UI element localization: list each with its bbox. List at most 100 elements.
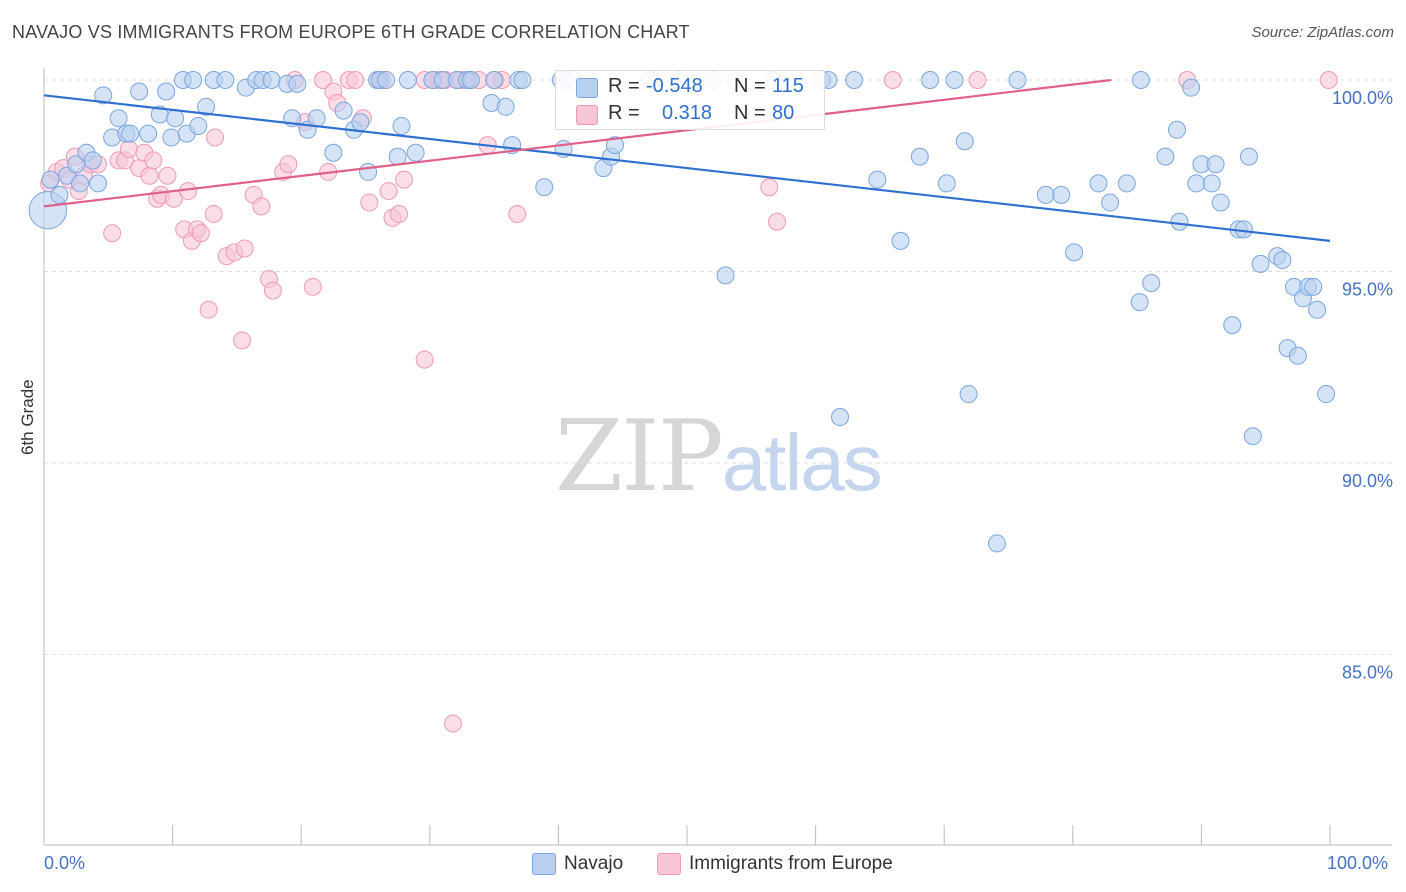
navajo-point: [945, 71, 964, 89]
navajo-point: [398, 71, 417, 89]
europe-point: [379, 182, 398, 201]
navajo-point: [307, 109, 326, 128]
navajo-point: [377, 71, 396, 89]
legend-n-label: N =: [734, 102, 766, 124]
europe-point: [968, 71, 987, 89]
europe-points: [40, 71, 1338, 733]
navajo-point: [184, 71, 203, 89]
navajo-point: [406, 143, 425, 162]
navajo-point: [1131, 71, 1150, 89]
navajo-point: [83, 151, 102, 170]
europe-point: [360, 193, 379, 212]
legend-n-value: 115: [772, 75, 804, 97]
navajo-point: [831, 408, 850, 427]
series-swatch-navajo: [532, 853, 556, 875]
navajo-point: [496, 97, 515, 116]
legend-swatch-navajo: [576, 78, 598, 98]
europe-point: [119, 139, 138, 158]
legend-n-value: 80: [772, 102, 795, 124]
navajo-point: [351, 113, 370, 132]
europe-point: [140, 166, 159, 185]
europe-point: [443, 714, 462, 733]
navajo-point: [1273, 251, 1292, 270]
europe-point: [415, 350, 434, 369]
navajo-point: [1317, 385, 1336, 404]
navajo-point: [1308, 300, 1327, 319]
navajo-point: [955, 132, 974, 151]
navajo-point: [1304, 277, 1323, 296]
navajo-point: [89, 174, 108, 193]
navajo-point: [1206, 155, 1225, 174]
navajo-point: [388, 147, 407, 166]
navajo-point: [513, 71, 532, 89]
navajo-point: [1170, 212, 1189, 231]
europe-point: [395, 170, 414, 189]
navajo-point: [67, 155, 86, 174]
navajo-point: [1008, 71, 1027, 89]
series-label-navajo: Navajo: [564, 853, 624, 874]
navajo-point: [121, 124, 140, 143]
navajo-point: [324, 143, 343, 162]
navajo-point: [937, 174, 956, 193]
navajo-point: [1239, 147, 1258, 166]
navajo-point: [1202, 174, 1221, 193]
grid-lines: [44, 79, 1392, 655]
navajo-point: [605, 136, 624, 155]
source-label: Source: ZipAtlas.com: [1251, 24, 1394, 41]
navajo-point: [189, 116, 208, 135]
navajo-point: [166, 109, 185, 128]
legend-n-label: N =: [734, 75, 766, 97]
y-tick-label: 95.0%: [1342, 280, 1393, 300]
europe-point: [206, 128, 225, 147]
series-label-europe: Immigrants from Europe: [689, 853, 893, 874]
europe-point: [768, 212, 787, 231]
correlation-legend: R = -0.548 N = 115 R = 0.318 N = 80: [555, 70, 825, 130]
navajo-point: [216, 71, 235, 89]
navajo-point: [1089, 174, 1108, 193]
europe-trend-line: [43, 78, 1112, 208]
navajo-point: [845, 71, 864, 89]
y-tick-labels: 100.0% 95.0% 90.0% 85.0%: [1332, 88, 1393, 683]
europe-point: [389, 205, 408, 224]
europe-point: [204, 205, 223, 224]
navajo-point: [1065, 243, 1084, 262]
navajo-point: [1117, 174, 1136, 193]
navajo-point: [334, 101, 353, 120]
navajo-point: [1288, 346, 1307, 365]
legend-r-value: 0.318: [662, 102, 713, 124]
navajo-point: [130, 82, 149, 101]
y-tick-label: 100.0%: [1332, 88, 1393, 108]
navajo-point: [1156, 147, 1175, 166]
navajo-point: [535, 178, 554, 197]
navajo-point: [485, 71, 504, 89]
europe-point: [314, 71, 333, 89]
navajo-point: [910, 147, 929, 166]
navajo-point: [162, 128, 181, 147]
navajo-point: [921, 71, 940, 89]
navajo-point: [197, 97, 216, 116]
europe-point: [883, 71, 902, 89]
navajo-point: [1187, 174, 1206, 193]
legend-r-label: R =: [608, 102, 640, 124]
legend-r-value: -0.548: [646, 75, 703, 97]
navajo-trend-line: [43, 94, 1331, 242]
navajo-points: [28, 71, 1336, 553]
y-tick-label: 90.0%: [1342, 471, 1393, 491]
navajo-point: [716, 266, 735, 285]
series-swatch-europe: [657, 853, 681, 875]
watermark-zip: ZIP: [555, 400, 724, 514]
chart-title: NAVAJO VS IMMIGRANTS FROM EUROPE 6TH GRA…: [12, 22, 690, 42]
europe-point: [263, 281, 282, 300]
y-tick-label: 85.0%: [1342, 663, 1393, 683]
navajo-point: [1130, 293, 1149, 312]
navajo-point: [109, 109, 128, 128]
x-tick-label-left: 0.0%: [44, 853, 86, 873]
trend-lines: [43, 78, 1331, 242]
navajo-point: [50, 185, 69, 204]
europe-point: [199, 300, 218, 319]
navajo-point: [868, 170, 887, 189]
legend-r-label: R =: [608, 75, 640, 97]
europe-point: [1319, 71, 1338, 89]
navajo-point: [1052, 185, 1071, 204]
